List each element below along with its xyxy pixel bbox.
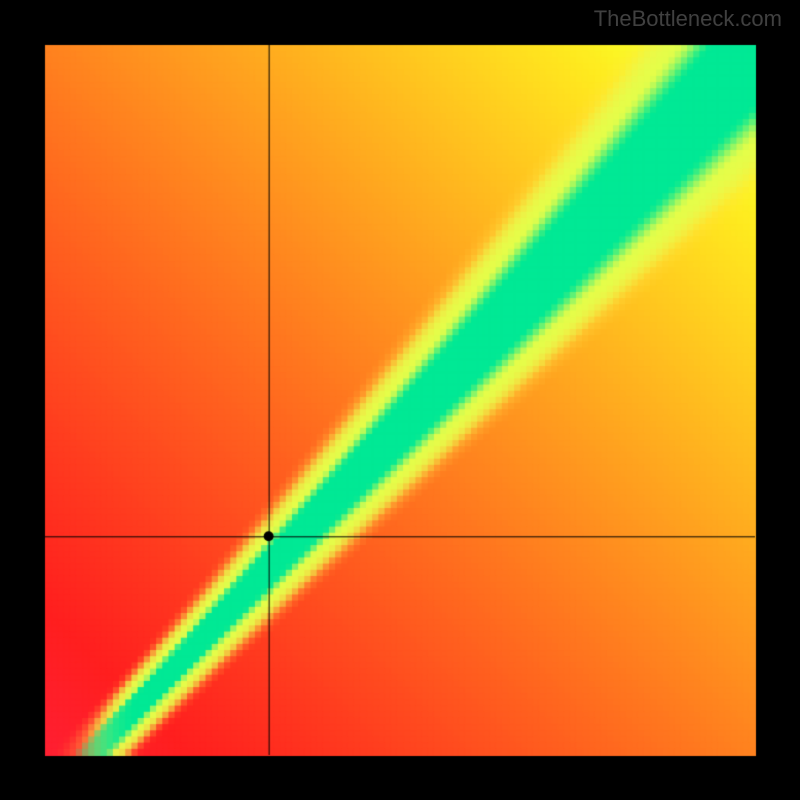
attribution-text: TheBottleneck.com xyxy=(594,6,782,32)
bottleneck-heatmap xyxy=(0,0,800,800)
chart-container: TheBottleneck.com xyxy=(0,0,800,800)
